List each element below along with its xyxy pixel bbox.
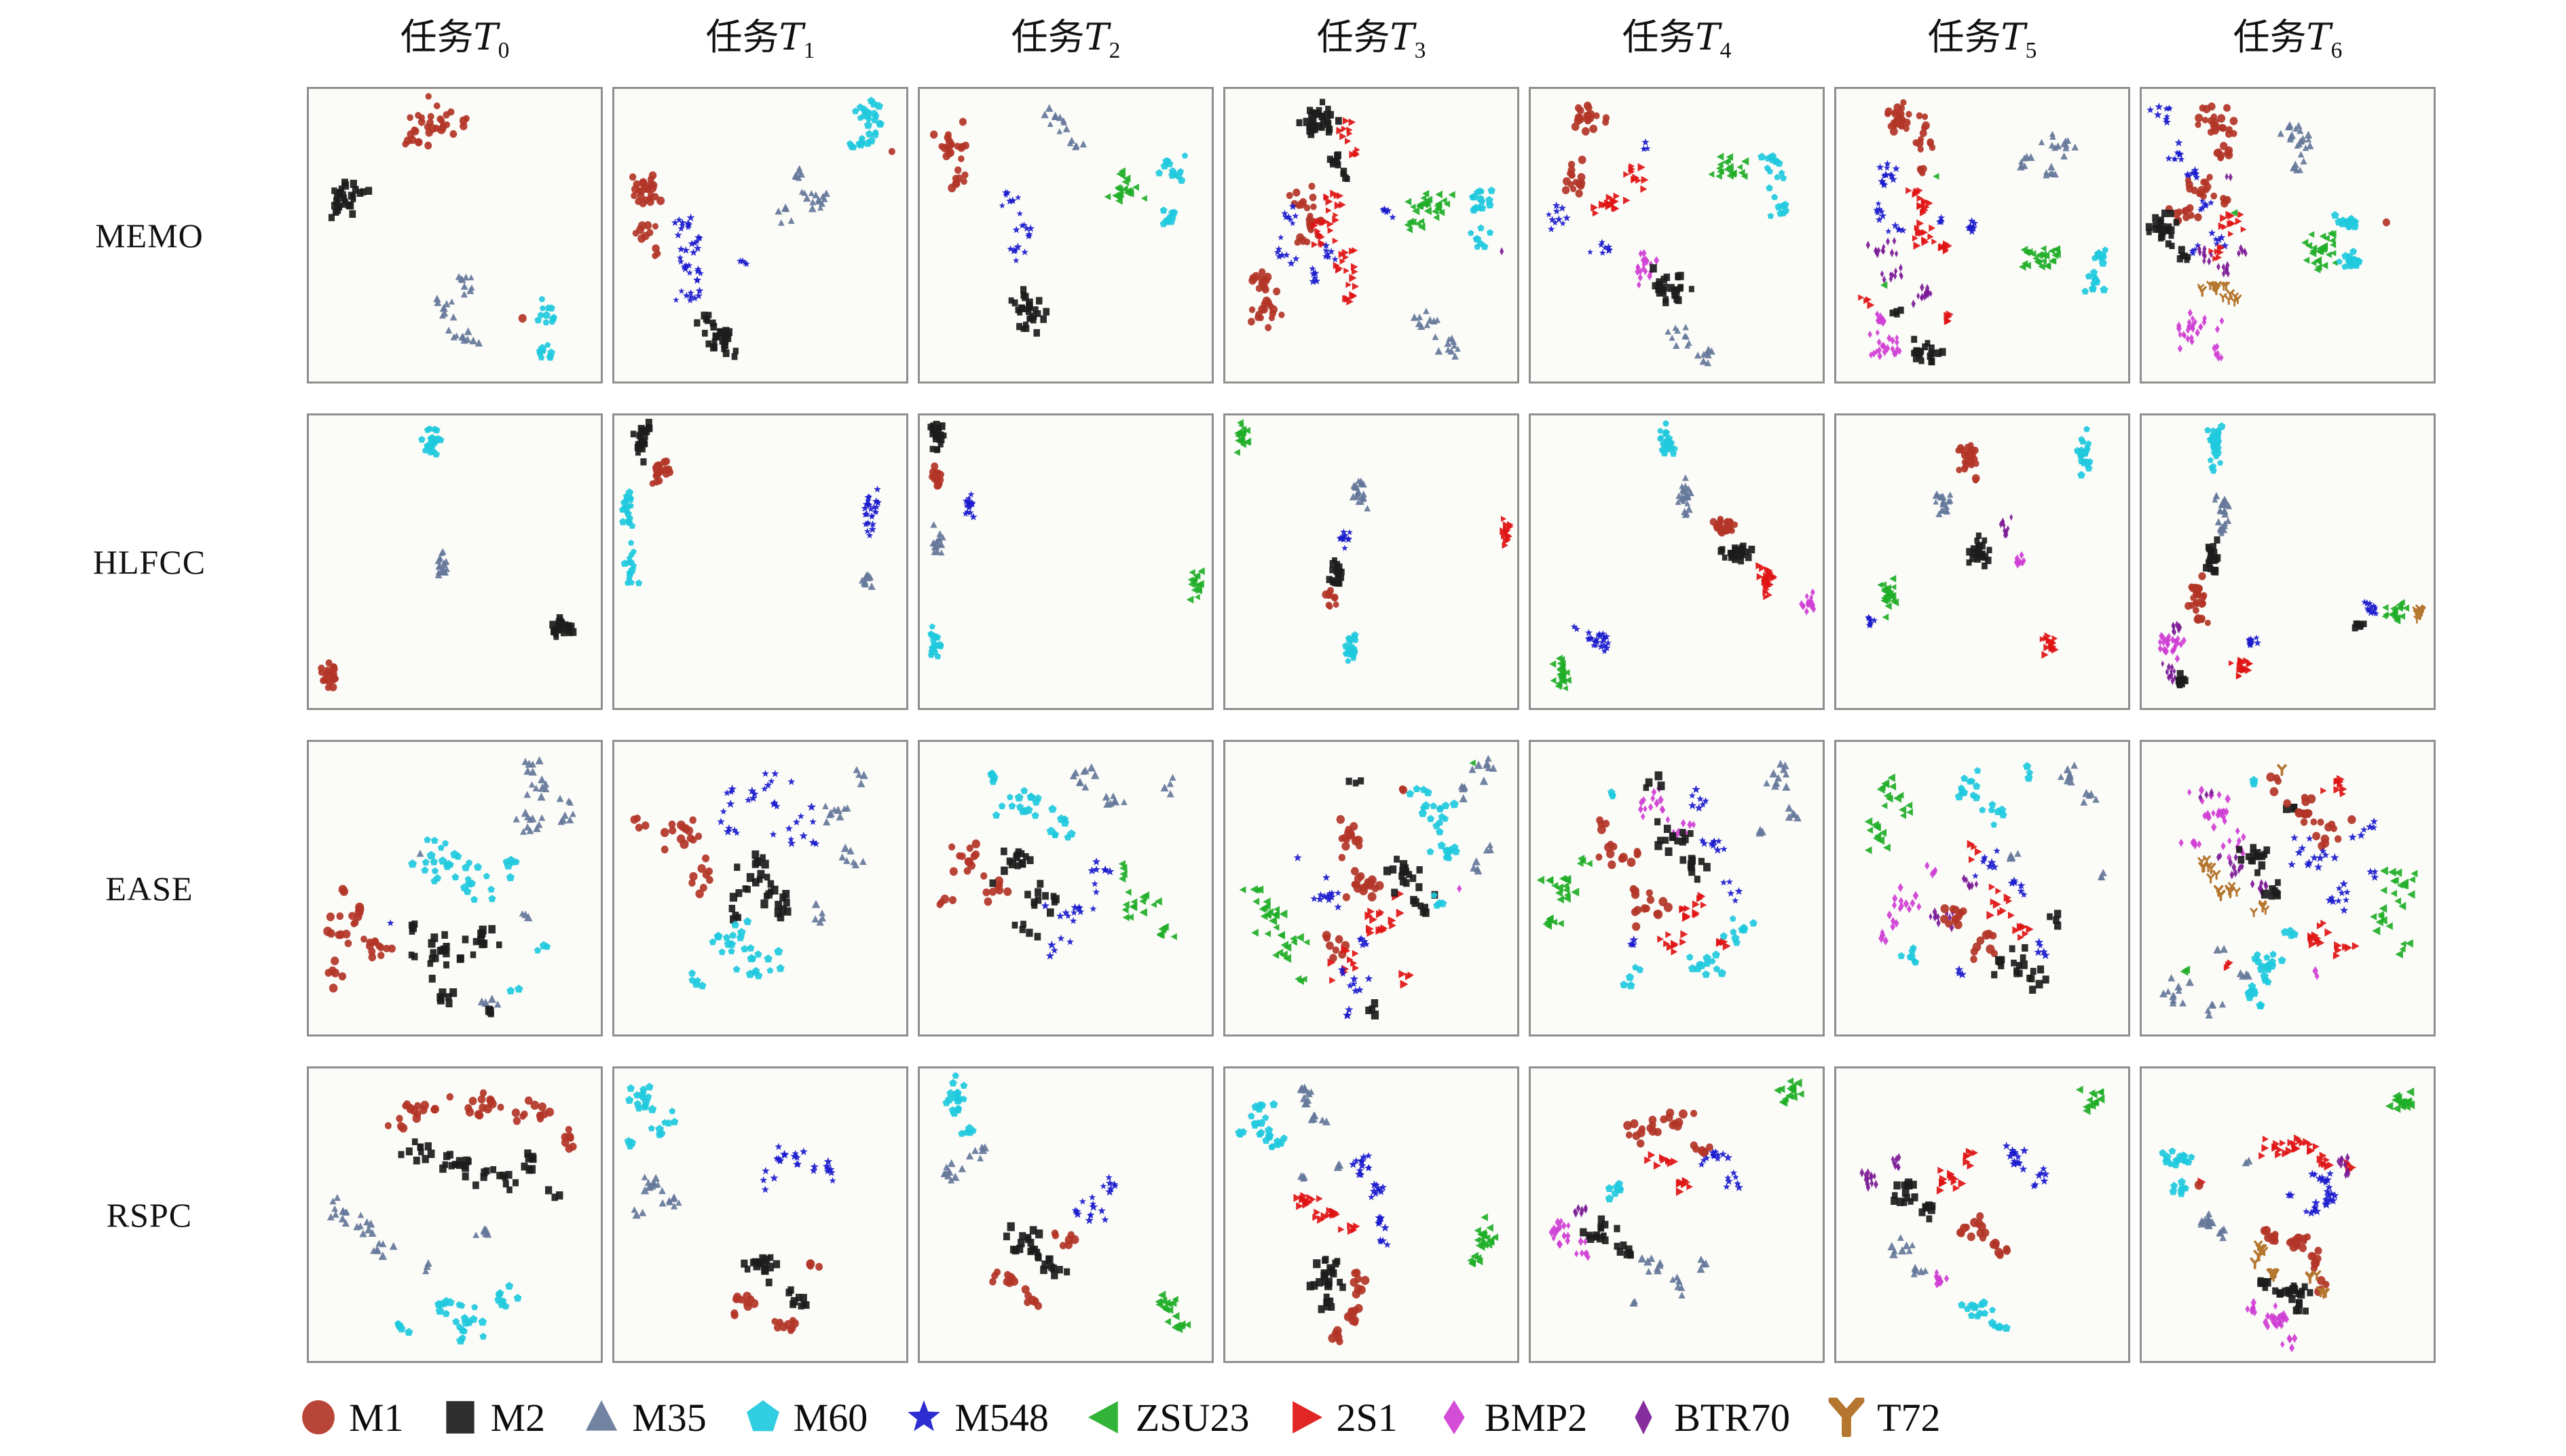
task-header-2: 任务T2 — [1011, 16, 1121, 63]
legend-label: M1 — [349, 1395, 404, 1440]
legend-item-t72: T72 — [1827, 1395, 1941, 1440]
legend-label: M548 — [954, 1395, 1049, 1440]
scatter-panel-rspc-t2 — [918, 1066, 1214, 1363]
scatter-panel-hlfcc-t2 — [918, 413, 1214, 710]
scatter-panel-rspc-t6 — [2140, 1066, 2436, 1363]
scatter-panel-hlfcc-t3 — [1223, 413, 1519, 710]
legend: M1 M2 M35 M60 M548 ZSU23 2S1 BMP2 BTR70 T72 — [299, 1383, 1941, 1451]
row-label-rspc: RSPC — [106, 1196, 193, 1234]
triangle-marker-icon — [586, 1400, 618, 1431]
legend-item-zsu23: ZSU23 — [1085, 1395, 1250, 1440]
legend-item-m2: M2 — [441, 1395, 546, 1440]
scatter-panel-ease-t0 — [307, 740, 603, 1037]
legend-label: 2S1 — [1336, 1395, 1398, 1440]
scatter-panel-memo-t2 — [918, 87, 1214, 384]
row-label-memo: MEMO — [95, 217, 204, 255]
legend-item-m35: M35 — [582, 1395, 707, 1440]
legend-label: M60 — [793, 1395, 868, 1440]
task-header-5: 任务T5 — [1927, 16, 2037, 63]
legend-item-btr70: BTR70 — [1624, 1395, 1790, 1440]
legend-label: BMP2 — [1484, 1395, 1588, 1440]
scatter-panel-ease-t5 — [1834, 740, 2130, 1037]
row-label-ease: EASE — [105, 870, 193, 908]
legend-item-2s1: 2S1 — [1286, 1395, 1398, 1440]
legend-label: BTR70 — [1674, 1395, 1791, 1440]
legend-item-bmp2: BMP2 — [1434, 1395, 1588, 1440]
scatter-panel-ease-t6 — [2140, 740, 2436, 1037]
scatter-panel-hlfcc-t1 — [612, 413, 908, 710]
task-header-0: 任务T0 — [400, 16, 510, 63]
scatter-panel-hlfcc-t6 — [2140, 413, 2436, 710]
scatter-panel-memo-t5 — [1834, 87, 2130, 384]
thin_diamond-marker-icon — [1635, 1400, 1652, 1435]
scatter-panel-memo-t0 — [307, 87, 603, 384]
legend-item-m1: M1 — [299, 1395, 404, 1440]
tri_left-marker-icon — [1087, 1401, 1118, 1434]
row-label-hlfcc: HLFCC — [92, 543, 206, 581]
scatter-panel-hlfcc-t4 — [1529, 413, 1825, 710]
scatter-panel-rspc-t5 — [1834, 1066, 2130, 1363]
scatter-panel-memo-t6 — [2140, 87, 2436, 384]
scatter-panel-memo-t3 — [1223, 87, 1519, 384]
scatter-panel-ease-t4 — [1529, 740, 1825, 1037]
scatter-panel-ease-t1 — [612, 740, 908, 1037]
scatter-panel-ease-t2 — [918, 740, 1214, 1037]
scatter-panel-ease-t3 — [1223, 740, 1519, 1037]
scatter-panel-hlfcc-t5 — [1834, 413, 2130, 710]
scatter-panel-rspc-t4 — [1529, 1066, 1825, 1363]
scatter-panel-memo-t1 — [612, 87, 908, 384]
tri_y-marker-icon — [1828, 1398, 1865, 1437]
scatter-panel-rspc-t0 — [307, 1066, 603, 1363]
star-marker-icon — [908, 1400, 941, 1432]
diamond-marker-icon — [1443, 1400, 1465, 1435]
legend-label: T72 — [1877, 1395, 1941, 1440]
legend-item-m60: M60 — [743, 1395, 868, 1440]
task-header-1: 任务T1 — [705, 16, 815, 63]
scatter-panel-rspc-t3 — [1223, 1066, 1519, 1363]
task-header-3: 任务T3 — [1316, 16, 1426, 63]
legend-label: M2 — [490, 1395, 546, 1440]
square-marker-icon — [445, 1401, 475, 1434]
circle-marker-icon — [302, 1400, 335, 1435]
task-header-6: 任务T6 — [2233, 16, 2343, 63]
legend-label: M35 — [632, 1395, 707, 1440]
scatter-panel-hlfcc-t0 — [307, 413, 603, 710]
legend-item-m548: M548 — [904, 1395, 1049, 1440]
scatter-panel-rspc-t1 — [612, 1066, 908, 1363]
task-header-4: 任务T4 — [1622, 16, 1732, 63]
scatter-panel-memo-t4 — [1529, 87, 1825, 384]
legend-label: ZSU23 — [1135, 1395, 1250, 1440]
panels-grid — [307, 87, 2436, 1363]
pentagon-marker-icon — [746, 1400, 779, 1432]
tri_right-marker-icon — [1293, 1401, 1323, 1434]
